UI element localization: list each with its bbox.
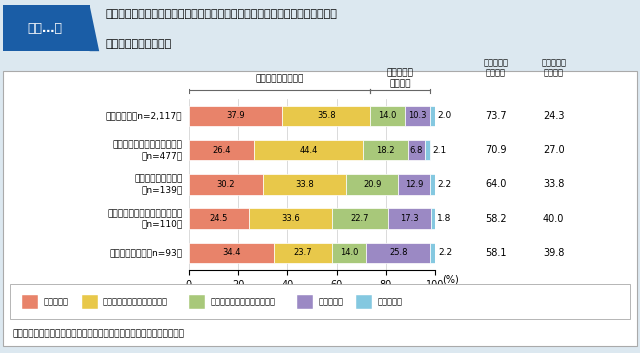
Text: 64.0: 64.0 — [485, 179, 507, 190]
Text: 2.2: 2.2 — [438, 249, 452, 257]
Text: 関心がある
（小計）: 関心がある （小計） — [483, 58, 509, 78]
Text: 関心がある: 関心がある — [44, 297, 68, 306]
Bar — [254, 140, 364, 161]
Text: 6.8: 6.8 — [410, 146, 423, 155]
Text: 30.2: 30.2 — [217, 180, 236, 189]
Bar — [431, 208, 435, 229]
Text: 図表…５: 図表…５ — [28, 22, 62, 35]
Text: 33.8: 33.8 — [543, 179, 564, 190]
Text: 10.3: 10.3 — [408, 112, 427, 120]
Bar — [398, 174, 430, 195]
Text: 2.2: 2.2 — [438, 180, 452, 189]
Text: どちらかといえば当てはまる
（n=477）: どちらかといえば当てはまる （n=477） — [113, 140, 182, 160]
Text: 「小学生の頃、１日３食いずれも決まった時間に食事をとっていた」と「食育: 「小学生の頃、１日３食いずれも決まった時間に食事をとっていた」と「食育 — [106, 9, 337, 19]
Bar — [346, 174, 398, 195]
Bar — [332, 243, 367, 263]
Bar — [430, 243, 435, 263]
Text: どちらかといえ当てはまらない
（n=110）: どちらかといえ当てはまらない （n=110） — [107, 209, 182, 228]
Bar — [405, 106, 430, 126]
Text: 関心がある（小計）: 関心がある（小計） — [255, 74, 304, 83]
Text: 14.0: 14.0 — [378, 112, 397, 120]
Text: 関心がない
（小計）: 関心がない （小計） — [541, 58, 566, 78]
Bar — [425, 140, 430, 161]
Text: (%): (%) — [443, 275, 460, 285]
Text: 2.0: 2.0 — [438, 112, 452, 120]
Text: どちらともいえない
（n=139）: どちらともいえない （n=139） — [134, 175, 182, 194]
Text: どちらかといえば関心がない: どちらかといえば関心がない — [211, 297, 276, 306]
Bar — [332, 208, 388, 229]
Text: 58.1: 58.1 — [485, 248, 507, 258]
Bar — [364, 140, 408, 161]
Text: への関心度」との関係: への関心度」との関係 — [106, 39, 172, 49]
Text: 18.2: 18.2 — [376, 146, 395, 155]
Text: 資料：内閣府「食育の現状と意識に関する調査」（平成２１年１２月）: 資料：内閣府「食育の現状と意識に関する調査」（平成２１年１２月） — [13, 329, 185, 338]
Text: 23.7: 23.7 — [294, 249, 312, 257]
Text: 70.9: 70.9 — [485, 145, 507, 155]
Text: どちらかといえば関心がある: どちらかといえば関心がある — [102, 297, 168, 306]
Text: 26.4: 26.4 — [212, 146, 230, 155]
Text: 27.0: 27.0 — [543, 145, 564, 155]
Bar — [189, 140, 254, 161]
Bar — [189, 243, 273, 263]
Bar — [430, 174, 435, 195]
Text: 25.8: 25.8 — [389, 249, 408, 257]
Text: 40.0: 40.0 — [543, 214, 564, 224]
Text: 関心がない: 関心がない — [319, 297, 344, 306]
Text: 24.5: 24.5 — [210, 214, 228, 223]
Bar — [282, 106, 371, 126]
Text: 44.4: 44.4 — [300, 146, 317, 155]
Text: 12.9: 12.9 — [404, 180, 423, 189]
Bar — [189, 208, 249, 229]
Bar — [189, 106, 282, 126]
Text: 24.3: 24.3 — [543, 111, 564, 121]
Bar — [371, 106, 405, 126]
Text: 17.3: 17.3 — [400, 214, 419, 223]
Text: 39.8: 39.8 — [543, 248, 564, 258]
Text: 73.7: 73.7 — [485, 111, 507, 121]
Bar — [189, 174, 263, 195]
Bar — [263, 174, 346, 195]
Text: 当てはまらない（n=93）: 当てはまらない（n=93） — [109, 249, 182, 257]
Text: 2.1: 2.1 — [433, 146, 447, 155]
Text: 当てはまる（n=2,117）: 当てはまる（n=2,117） — [106, 112, 182, 120]
Text: 22.7: 22.7 — [351, 214, 369, 223]
Bar — [408, 140, 425, 161]
Bar — [430, 106, 435, 126]
Text: 35.8: 35.8 — [317, 112, 335, 120]
Text: 14.0: 14.0 — [340, 249, 358, 257]
Text: 20.9: 20.9 — [363, 180, 381, 189]
Bar — [249, 208, 332, 229]
Text: 58.2: 58.2 — [485, 214, 507, 224]
Bar — [367, 243, 430, 263]
Text: 34.4: 34.4 — [222, 249, 241, 257]
Bar — [273, 243, 332, 263]
Text: 関心がない
（小計）: 関心がない （小計） — [387, 69, 414, 88]
Text: 33.8: 33.8 — [296, 180, 314, 189]
Bar — [388, 208, 431, 229]
Text: 分からない: 分からない — [378, 297, 403, 306]
Text: 37.9: 37.9 — [226, 112, 245, 120]
Text: 33.6: 33.6 — [281, 214, 300, 223]
Text: 1.8: 1.8 — [437, 214, 452, 223]
